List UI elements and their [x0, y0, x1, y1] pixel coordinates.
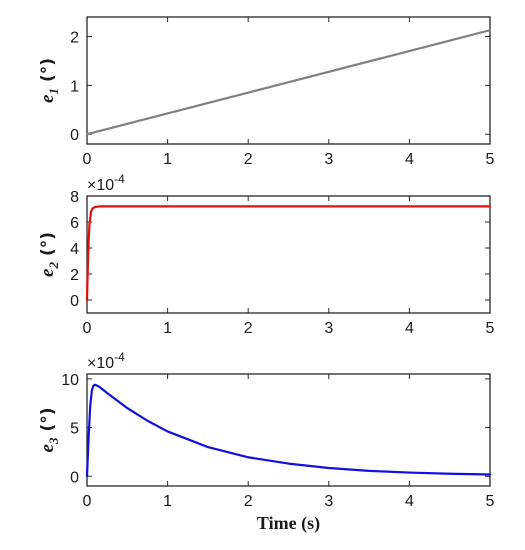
x-tick-label: 1 [163, 151, 172, 168]
y-axis-label-unit: (°) [38, 58, 58, 82]
axis-multiplier: ×10-4 [87, 350, 125, 372]
x-tick-label: 3 [324, 320, 333, 337]
y-tick-label: 10 [61, 372, 79, 389]
y-tick-label: 6 [70, 215, 79, 232]
axis-multiplier: ×10-4 [87, 172, 125, 194]
x-tick-label: 2 [244, 151, 253, 168]
x-tick-label: 3 [324, 151, 333, 168]
y-axis-label-unit: (°) [38, 232, 58, 256]
y-axis-label-subscript: 2 [46, 262, 61, 270]
x-tick-label: 1 [163, 320, 172, 337]
x-axis-label: Time (s) [257, 513, 320, 534]
axis-multiplier-exponent: -4 [114, 172, 125, 186]
series-line-1 [85, 383, 492, 478]
y-tick-label: 5 [70, 421, 79, 438]
axes-box [86, 373, 491, 487]
y-axis-label-subscript: 3 [46, 437, 61, 445]
y-tick-label: 1 [70, 78, 79, 95]
y-tick-label: 0 [70, 127, 79, 144]
y-tick-label: 0 [70, 469, 79, 486]
y-tick-label: 4 [70, 241, 79, 258]
x-tick-label: 4 [405, 151, 414, 168]
axis-multiplier-base: ×10 [87, 177, 114, 194]
series-line-1 [85, 205, 492, 302]
y-axis-label: e3 (°) [37, 408, 61, 453]
x-tick-label: 0 [83, 320, 92, 337]
y-axis-label-subscript: 1 [46, 88, 61, 95]
x-tick-label: 0 [83, 151, 92, 168]
y-tick-label: 2 [70, 30, 79, 47]
x-tick-label: 2 [244, 493, 253, 510]
x-tick-label: 3 [324, 493, 333, 510]
series-line-1 [85, 29, 492, 136]
x-tick-label: 2 [244, 320, 253, 337]
x-tick-label: 5 [486, 493, 495, 510]
y-axis-label: e1 (°) [37, 58, 61, 103]
y-axis-label-symbol: e [37, 443, 58, 452]
y-tick-label: 8 [70, 189, 79, 206]
x-tick-label: 4 [405, 320, 414, 337]
y-tick-label: 2 [70, 267, 79, 284]
x-tick-label: 4 [405, 493, 414, 510]
y-axis-label-symbol: e [37, 94, 58, 103]
axes-box [86, 16, 491, 145]
axis-multiplier-base: ×10 [87, 355, 114, 372]
axes-box [86, 195, 491, 314]
axis-multiplier-exponent: -4 [114, 350, 125, 364]
x-tick-label: 5 [486, 151, 495, 168]
y-axis-label-symbol: e [37, 268, 58, 277]
x-tick-label: 1 [163, 493, 172, 510]
y-axis-label-unit: (°) [38, 408, 58, 432]
y-axis-label: e2 (°) [37, 232, 61, 277]
x-tick-label: 0 [83, 493, 92, 510]
x-tick-label: 5 [486, 320, 495, 337]
y-tick-label: 0 [70, 293, 79, 310]
